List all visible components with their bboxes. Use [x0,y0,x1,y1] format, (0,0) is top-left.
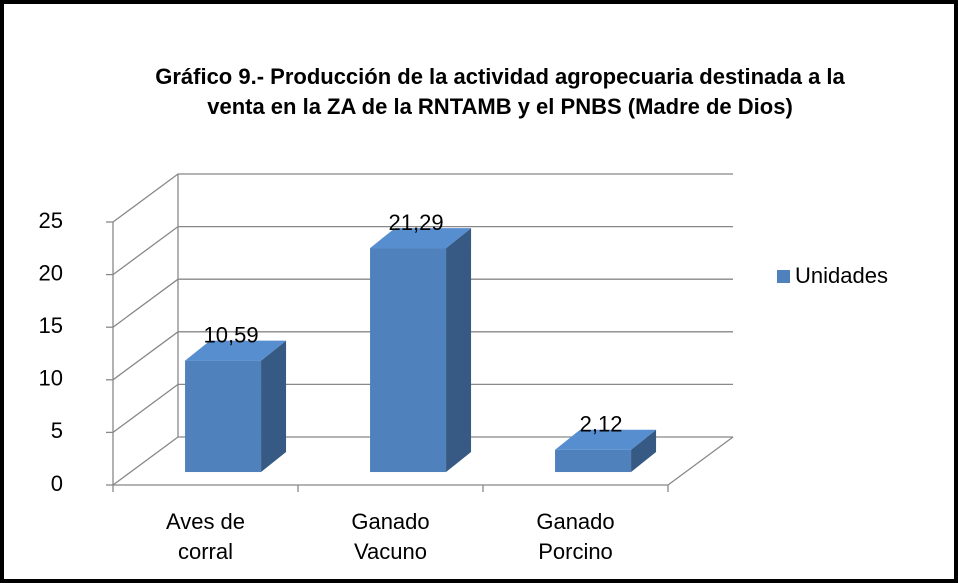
chart-title: Gráfico 9.- Producción de la actividad a… [155,64,845,119]
x-tick-label: Ganado Porcino [536,509,615,564]
grid-line [112,436,733,486]
legend-label: Unidades [795,263,888,288]
value-label: 2,12 [580,412,623,437]
bar-side [631,429,657,473]
bar [555,449,632,473]
y-tick-label: 10 [39,366,63,391]
bar [185,360,262,473]
bar-top [185,340,287,361]
value-label: 21,29 [389,210,444,235]
grid-line [112,331,733,381]
y-tick-label: 15 [39,313,63,338]
grid-line [112,225,733,276]
y-tick-label: 0 [51,471,63,496]
grid-line [112,278,733,328]
bar-top [370,228,472,249]
bar-top [555,429,657,450]
bar [370,248,447,473]
grid-line [112,383,733,433]
x-tick-label: Ganado Vacuno [351,509,430,564]
value-label: 10,59 [204,322,259,347]
legend-swatch [777,270,790,283]
y-tick-label: 5 [51,418,63,443]
bar-side [261,340,287,473]
y-tick-label: 20 [39,260,63,285]
grid-line [112,173,733,223]
bar-side [446,228,472,473]
y-tick-label: 25 [39,208,63,233]
x-tick-label: Aves de corral [165,509,246,564]
